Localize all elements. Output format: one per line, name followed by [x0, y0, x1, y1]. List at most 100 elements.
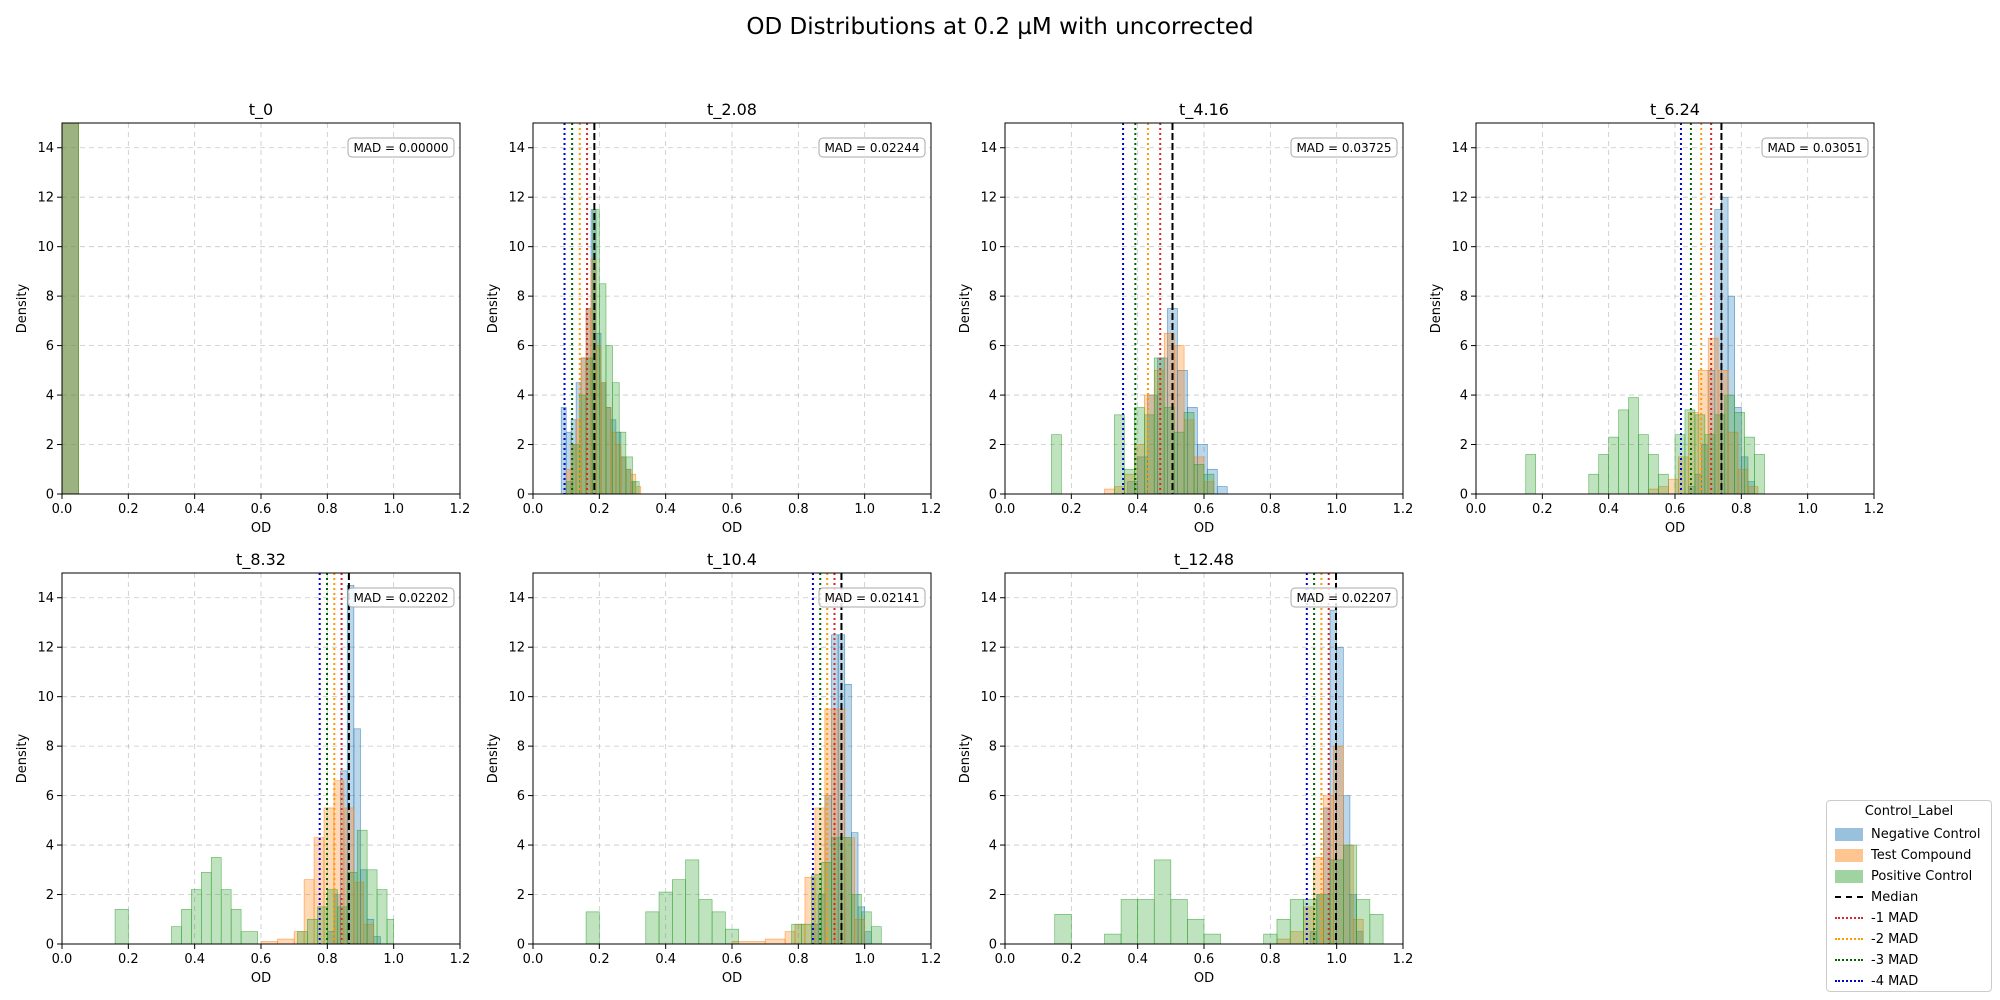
panel-1-bars [62, 123, 79, 494]
histogram-bar-positive [1598, 454, 1609, 494]
histogram-bar-positive [1051, 434, 1062, 494]
y-tick-label: 12 [37, 641, 54, 656]
histogram-bar-positive [327, 889, 338, 944]
x-tick-label: 0.8 [1260, 952, 1281, 967]
panel-4-y-axis-label: Density [1429, 283, 1444, 333]
x-tick-label: 1.0 [1326, 502, 1347, 517]
histogram-bar-positive [612, 382, 620, 494]
x-tick-label: 0.4 [655, 952, 676, 967]
y-tick-label: 6 [1460, 339, 1468, 354]
histogram-bar-positive [1183, 412, 1195, 494]
histogram-bar-positive [671, 879, 686, 944]
histogram-bar-positive [1369, 914, 1384, 944]
histogram-bar-positive [1734, 412, 1745, 494]
y-tick-label: 4 [989, 839, 997, 854]
histogram-bar-positive [1144, 414, 1155, 494]
x-tick-label: 0.8 [317, 502, 338, 517]
x-tick-label: 1.2 [1393, 952, 1414, 967]
y-tick-label: 4 [46, 839, 54, 854]
x-tick-label: 1.0 [1326, 952, 1347, 967]
panel-4-title: t_6.24 [1650, 100, 1700, 120]
histogram-bar-positive [725, 928, 739, 944]
x-tick-label: 0.0 [1466, 502, 1487, 517]
histogram-bar-positive [1744, 436, 1755, 494]
histogram-bar-positive [1356, 899, 1371, 944]
panel-3-y-axis-label: Density [958, 283, 973, 333]
x-tick-label: 1.0 [383, 952, 404, 967]
y-tick-label: 14 [508, 141, 525, 156]
histogram-bar-positive [1137, 899, 1155, 944]
histogram-bar-positive [1173, 431, 1185, 494]
panel-1-mad-annotation: MAD = 0.00000 [353, 141, 448, 155]
panel-1-x-axis-label: OD [251, 521, 271, 536]
x-tick-label: 0.8 [1260, 502, 1281, 517]
x-tick-label: 1.0 [854, 502, 875, 517]
panel-4-x-axis-label: OD [1665, 521, 1685, 536]
y-tick-label: 14 [980, 591, 997, 606]
x-tick-label: 0.8 [788, 952, 809, 967]
histogram-bar-positive [645, 911, 660, 944]
panel-2-mad-box [818, 137, 926, 158]
panel-2-bars [560, 209, 642, 494]
x-tick-label: 0.6 [251, 952, 272, 967]
histogram-bar-positive [181, 909, 192, 944]
x-tick-label: 0.2 [589, 952, 610, 967]
y-tick-label: 6 [517, 789, 525, 804]
panel-2-mad-annotation: MAD = 0.02244 [824, 141, 919, 155]
y-tick-label: 10 [1451, 240, 1468, 255]
histogram-bar-positive [297, 931, 308, 944]
y-tick-label: 14 [508, 591, 525, 606]
x-tick-label: 0.0 [52, 502, 73, 517]
panel-7-x-axis-label: OD [1194, 971, 1214, 986]
panel-7-bars [1054, 609, 1384, 944]
legend-item-label: Median [1871, 889, 1919, 905]
panel-3-bars [1051, 308, 1228, 494]
legend-item-label: Negative Control [1871, 826, 1981, 842]
panel-6-x-axis-label: OD [722, 971, 742, 986]
histogram-bar-positive [1203, 933, 1221, 944]
x-tick-label: 1.2 [450, 952, 471, 967]
histogram-bar-positive [1525, 454, 1536, 494]
y-tick-label: 10 [980, 690, 997, 705]
x-tick-label: 0.2 [1061, 502, 1082, 517]
histogram-bar-positive [1193, 464, 1205, 494]
histogram-bar-positive [625, 456, 633, 494]
panel-1-y-axis-label: Density [15, 283, 30, 333]
panel-6-bars [585, 634, 882, 944]
x-tick-label: 0.2 [1532, 502, 1553, 517]
y-tick-label: 12 [508, 191, 525, 206]
legend-item-label: -1 MAD [1871, 910, 1919, 926]
x-tick-label: 0.8 [1731, 502, 1752, 517]
histogram-bar-positive [366, 869, 378, 944]
panel-4-mad-annotation: MAD = 0.03051 [1767, 141, 1862, 155]
y-tick-label: 4 [989, 389, 997, 404]
x-tick-label: 1.0 [383, 502, 404, 517]
y-tick-label: 2 [46, 438, 54, 453]
y-tick-label: 0 [517, 488, 525, 503]
histogram-bar-positive [1114, 414, 1125, 494]
x-tick-label: 1.2 [921, 502, 942, 517]
histogram-bar-positive [1134, 407, 1145, 494]
x-tick-label: 0.4 [1127, 952, 1148, 967]
histogram-bar-positive [1704, 434, 1716, 494]
histogram-bar-positive [605, 345, 613, 494]
x-tick-label: 1.0 [1797, 502, 1818, 517]
histogram-bar-positive [711, 911, 726, 944]
legend: Control_Label Negative Control Test Compo… [1826, 800, 1992, 992]
y-tick-label: 0 [989, 488, 997, 503]
histogram-bar-positive [1724, 394, 1735, 494]
y-tick-label: 12 [980, 641, 997, 656]
x-tick-label: 0.2 [118, 952, 139, 967]
y-tick-label: 10 [508, 240, 525, 255]
legend-item-label: Positive Control [1871, 868, 1973, 884]
histogram-bar-positive [685, 859, 700, 944]
x-tick-label: 0.0 [995, 502, 1016, 517]
y-tick-label: 6 [46, 339, 54, 354]
panel-2-y-axis-label: Density [486, 283, 501, 333]
x-tick-label: 1.2 [921, 952, 942, 967]
y-tick-label: 4 [517, 839, 525, 854]
panel-1: 0.0 0.2 0.4 0.6 0.8 1.0 1.2 0 2 4 6 8 10 12 14 t_0 OD Den… [15, 100, 470, 536]
panel-2: 0.0 0.2 0.4 0.6 0.8 1.0 1.2 0 2 4 6 8 10 12 14 t_2.08 OD… [486, 100, 941, 536]
histogram-bar-negative [560, 407, 567, 494]
panel-1-title: t_0 [249, 100, 273, 120]
